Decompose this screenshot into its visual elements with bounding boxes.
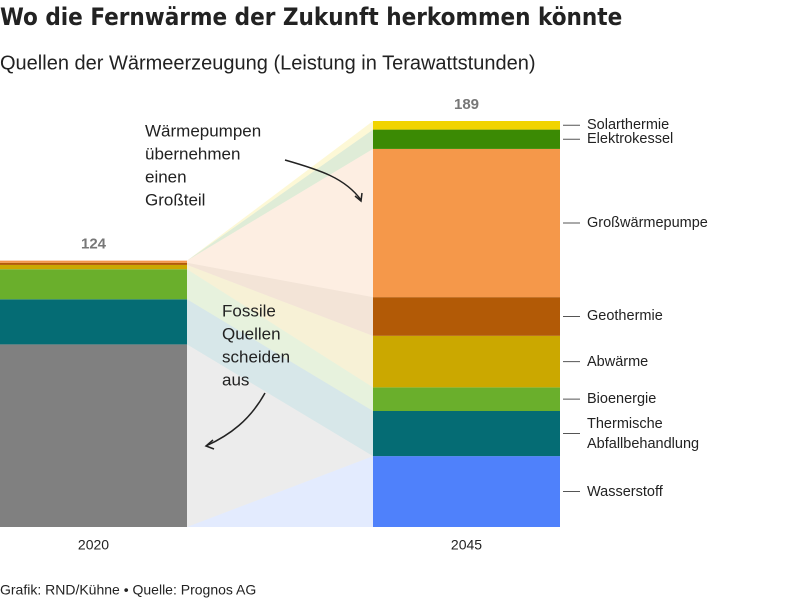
total-label: 189 xyxy=(454,96,479,113)
flow-band xyxy=(187,121,373,261)
x-tick-label: 2020 xyxy=(78,537,109,553)
legend-label: Thermische Abfallbehandlung xyxy=(587,415,700,452)
arrow-head xyxy=(204,439,215,450)
bar-segment xyxy=(0,264,187,270)
bar-segment xyxy=(373,456,560,527)
chart-subtitle: Quellen der Wärmeerzeugung (Leistung in … xyxy=(0,52,536,74)
bar-segment xyxy=(373,411,560,457)
bar-segment xyxy=(373,335,560,388)
annotation: Quellen xyxy=(222,324,281,343)
flow-band xyxy=(187,456,373,527)
annotation: Wärmepumpen xyxy=(145,121,261,140)
bar-segment xyxy=(373,297,560,336)
flow-band xyxy=(187,264,373,388)
legend-label: Bioenergie xyxy=(587,391,657,408)
flow-band xyxy=(187,299,373,457)
bar-segment xyxy=(373,121,560,130)
flow-band xyxy=(187,262,373,336)
annotation: aus xyxy=(222,370,249,389)
annotation: scheiden xyxy=(222,347,290,366)
flow-band xyxy=(187,148,373,298)
arrow-head xyxy=(354,192,363,203)
legend-label: Elektrokessel xyxy=(587,131,674,148)
flow-band xyxy=(187,269,373,411)
legend-label: Geothermie xyxy=(587,308,663,325)
legend-label: Großwärmepumpe xyxy=(587,215,708,232)
chart-title: Wo die Fernwärme der Zukunft herkommen k… xyxy=(0,3,622,31)
flow-bands xyxy=(187,121,373,527)
annotation: Fossile xyxy=(222,301,276,320)
legend-label: Wasserstoff xyxy=(587,483,663,500)
arrow xyxy=(284,159,362,201)
bar-segment xyxy=(0,269,187,300)
bar-segment xyxy=(373,148,560,298)
flow-band xyxy=(187,344,373,527)
bars xyxy=(0,121,560,527)
legend-label: Abwärme xyxy=(587,353,649,370)
annotation: übernehmen xyxy=(145,144,240,163)
bar-segment xyxy=(0,299,187,345)
bar-segment xyxy=(373,129,560,149)
arrow xyxy=(205,392,266,447)
bar-segment xyxy=(373,387,560,411)
bar-segment xyxy=(0,262,187,265)
total-label: 124 xyxy=(81,236,107,253)
bar-segment xyxy=(0,344,187,527)
x-tick-label: 2045 xyxy=(451,537,482,553)
source: Grafik: RND/Kühne • Quelle: Prognos AG xyxy=(0,582,256,598)
annotation: einen xyxy=(145,167,187,186)
bar-segment xyxy=(0,260,187,263)
legend-label: Solarthermie xyxy=(587,117,670,134)
flow-band xyxy=(187,129,373,261)
annotation: Großteil xyxy=(145,190,205,209)
